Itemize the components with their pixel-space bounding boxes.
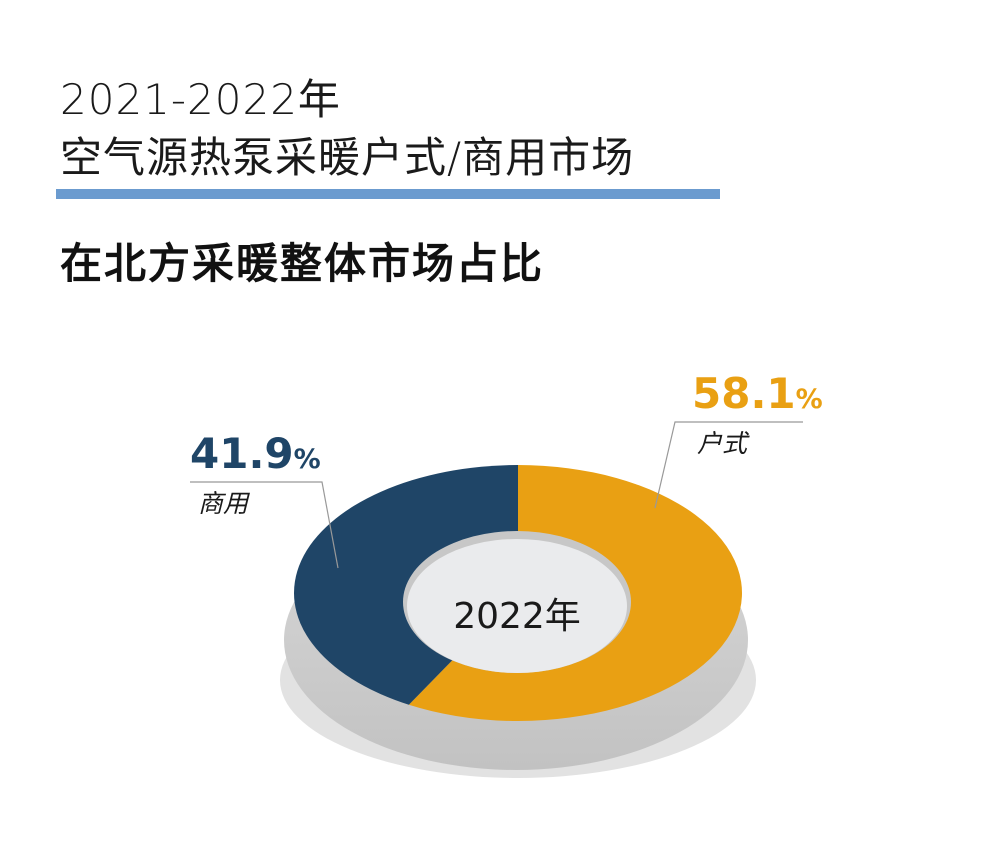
data-label-commercial: 41.9%	[190, 429, 321, 478]
chart-subtitle: 在北方采暖整体市场占比	[60, 239, 545, 288]
donut-hole	[407, 539, 627, 673]
value-commercial: 41.9	[190, 429, 294, 478]
leader-line-residential	[654, 421, 803, 509]
center-label: 2022年	[453, 596, 581, 637]
data-label-residential: 58.1%	[692, 369, 823, 418]
value-residential: 58.1	[692, 369, 796, 418]
title-line-1: 2021-2022年	[60, 75, 341, 124]
unit-residential: %	[796, 384, 823, 415]
category-label-residential: 户式	[697, 429, 750, 458]
leader-line-commercial	[190, 481, 339, 569]
category-label-commercial: 商用	[198, 489, 250, 518]
title-accent-bar	[56, 189, 720, 199]
unit-commercial: %	[294, 444, 321, 475]
title-line-2: 空气源热泵采暖户式/商用市场	[60, 133, 635, 182]
